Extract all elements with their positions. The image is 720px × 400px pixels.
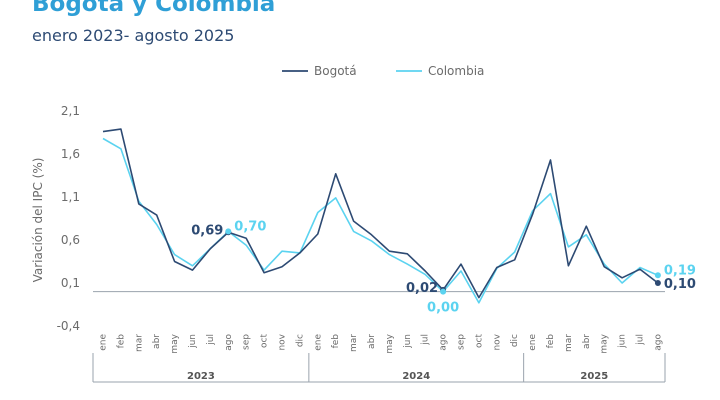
x-tick-label: sep (457, 334, 467, 350)
x-tick-label: may (170, 333, 180, 353)
year-label: 2024 (402, 371, 430, 382)
x-tick-label: ago (439, 334, 449, 351)
x-tick-label: ago (653, 334, 663, 351)
data-label: 0,19 (664, 263, 696, 278)
y-tick-label: 2,1 (61, 104, 80, 118)
chart-title: Bogotá y Colombia (32, 0, 276, 17)
series-line-bogota (102, 128, 659, 299)
data-point-marker (225, 228, 232, 235)
x-tick-label: ene (99, 334, 109, 351)
x-tick-label: mar (564, 334, 574, 352)
data-label: 0,70 (234, 219, 266, 234)
data-label: 0,02 (406, 281, 438, 296)
x-tick-label: oct (260, 334, 270, 348)
data-point-marker (654, 280, 661, 286)
x-tick-label: jun (188, 334, 198, 349)
legend-label-colombia: Colombia (428, 64, 484, 78)
data-label: 0,00 (427, 301, 459, 316)
legend-label-bogota: Bogotá (314, 64, 357, 78)
year-label: 2025 (580, 371, 608, 382)
x-tick-label: dic (510, 334, 520, 347)
x-tick-label: may (385, 333, 395, 353)
x-tick-label: may (600, 333, 610, 353)
x-tick-label: abr (152, 334, 162, 349)
y-tick-label: -0,4 (57, 319, 80, 333)
x-tick-label: abr (367, 334, 377, 349)
x-tick-label: dic (295, 334, 305, 347)
x-tick-label: sep (242, 334, 252, 350)
data-point-marker (440, 288, 447, 295)
x-tick-label: nov (492, 333, 502, 350)
x-tick-label: feb (331, 334, 341, 349)
x-tick-label: ene (313, 334, 323, 351)
series-line-colombia (102, 137, 659, 304)
data-point-marker (654, 272, 661, 279)
y-tick-label: 1,1 (61, 190, 80, 204)
x-tick-label: jun (618, 334, 628, 349)
y-tick-label: 0,1 (61, 276, 80, 290)
x-tick-label: ene (528, 334, 538, 351)
x-tick-label: jun (403, 334, 413, 349)
x-tick-label: jul (421, 334, 431, 346)
year-label: 2023 (187, 371, 215, 382)
x-tick-label: ago (224, 334, 234, 351)
x-tick-label: feb (546, 334, 556, 349)
y-tick-label: 0,6 (61, 233, 80, 247)
x-tick-label: oct (474, 334, 484, 348)
y-tick-label: 1,6 (61, 147, 80, 161)
x-tick-label: jul (206, 334, 216, 346)
data-label: 0,69 (191, 223, 223, 238)
x-tick-label: mar (349, 334, 359, 352)
data-label: 0,10 (664, 277, 696, 292)
x-tick-label: feb (116, 334, 126, 349)
x-tick-label: abr (582, 334, 592, 349)
y-axis-label: Variación del IPC (%) (31, 158, 45, 283)
chart-subtitle: enero 2023- agosto 2025 (32, 26, 235, 45)
x-tick-label: nov (278, 333, 288, 350)
x-tick-label: jul (636, 334, 646, 346)
x-tick-label: mar (134, 334, 144, 352)
